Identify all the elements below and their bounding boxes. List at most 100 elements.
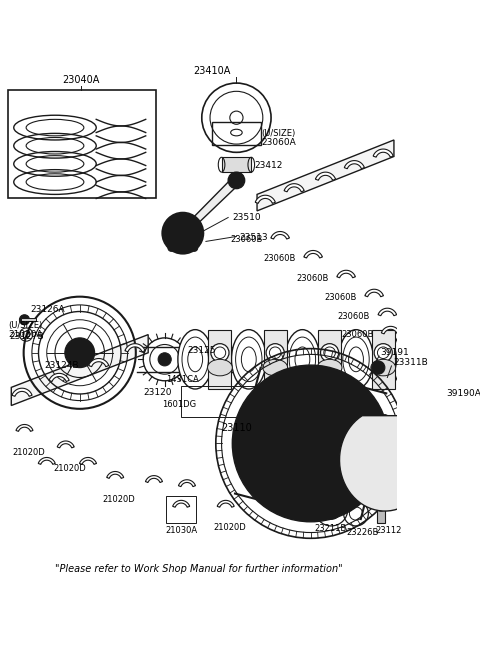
Circle shape (334, 487, 341, 493)
Text: 21020D: 21020D (103, 495, 135, 504)
Circle shape (361, 440, 368, 447)
Ellipse shape (207, 359, 232, 376)
Bar (167, 496, 196, 523)
Polygon shape (12, 388, 32, 396)
Circle shape (254, 440, 260, 447)
Text: 23112: 23112 (375, 526, 401, 535)
Circle shape (334, 394, 341, 400)
Circle shape (278, 391, 289, 403)
Polygon shape (365, 289, 384, 297)
Ellipse shape (321, 344, 339, 362)
Text: 39190A: 39190A (447, 390, 480, 398)
Polygon shape (255, 195, 276, 203)
Text: (U/SIZE): (U/SIZE) (8, 321, 42, 331)
Circle shape (251, 438, 263, 449)
Text: 23412: 23412 (254, 161, 283, 171)
Text: (U/SIZE): (U/SIZE) (261, 129, 295, 138)
Circle shape (65, 338, 95, 367)
Bar (222, 157, 251, 172)
Ellipse shape (392, 330, 427, 389)
Circle shape (381, 415, 389, 423)
Bar (181, 386, 288, 417)
Polygon shape (89, 359, 109, 367)
Polygon shape (339, 416, 430, 511)
Bar (21, 318, 36, 321)
Text: 23110: 23110 (221, 423, 252, 433)
Polygon shape (12, 335, 148, 405)
Bar (377, 505, 385, 523)
Circle shape (354, 428, 416, 491)
Polygon shape (16, 424, 33, 432)
Text: 23513: 23513 (239, 233, 267, 242)
Ellipse shape (317, 359, 342, 376)
Polygon shape (378, 308, 396, 316)
Bar (208, 330, 231, 389)
Circle shape (372, 361, 385, 374)
Ellipse shape (211, 344, 229, 362)
Circle shape (168, 245, 175, 251)
Polygon shape (381, 326, 400, 334)
Text: 23410A: 23410A (193, 66, 230, 77)
Text: 23060B: 23060B (264, 255, 296, 263)
Text: 21020D: 21020D (53, 464, 86, 473)
Circle shape (158, 353, 171, 366)
Ellipse shape (178, 330, 213, 389)
Text: 23510: 23510 (232, 213, 261, 222)
Polygon shape (80, 457, 96, 464)
Polygon shape (57, 441, 74, 448)
Circle shape (278, 484, 289, 496)
Polygon shape (179, 480, 195, 487)
Circle shape (162, 213, 204, 254)
Text: 23124B: 23124B (44, 361, 79, 371)
Polygon shape (257, 140, 394, 211)
Polygon shape (373, 149, 393, 157)
Text: 1601DG: 1601DG (162, 400, 196, 409)
Text: 23060B: 23060B (297, 274, 329, 283)
Text: 23127B: 23127B (10, 332, 44, 340)
Text: 23060B: 23060B (338, 312, 370, 321)
Circle shape (288, 420, 334, 466)
Circle shape (332, 391, 343, 403)
Circle shape (420, 341, 456, 377)
Polygon shape (337, 270, 355, 277)
Circle shape (20, 315, 29, 325)
Polygon shape (38, 457, 55, 464)
Text: 23040A: 23040A (63, 75, 100, 85)
Circle shape (268, 401, 354, 486)
Text: 23060B: 23060B (341, 330, 373, 339)
Circle shape (332, 484, 343, 496)
Polygon shape (49, 373, 69, 382)
Polygon shape (178, 180, 243, 233)
Ellipse shape (374, 344, 392, 362)
Bar (372, 330, 395, 389)
Ellipse shape (266, 344, 284, 362)
Text: 23060A: 23060A (261, 138, 296, 146)
Circle shape (417, 456, 425, 464)
Polygon shape (125, 344, 145, 352)
Circle shape (359, 438, 370, 449)
Circle shape (375, 499, 386, 511)
Circle shape (191, 245, 198, 251)
Text: 21020D: 21020D (213, 523, 246, 533)
Text: 21020A: 21020A (8, 330, 43, 338)
Circle shape (322, 499, 341, 520)
Text: 21020D: 21020D (12, 447, 45, 457)
Text: 39191: 39191 (381, 348, 409, 358)
Bar (212, 122, 261, 145)
Text: 23226B: 23226B (346, 528, 379, 537)
Text: 23060B: 23060B (231, 236, 263, 244)
Circle shape (381, 497, 389, 505)
Circle shape (228, 172, 245, 189)
Text: 23120: 23120 (143, 388, 172, 397)
Text: 23060B: 23060B (324, 293, 357, 302)
Text: "Please refer to Work Shop Manual for further information": "Please refer to Work Shop Manual for fu… (56, 564, 343, 574)
Text: 23126A: 23126A (30, 305, 65, 314)
Polygon shape (173, 501, 190, 507)
Circle shape (355, 485, 363, 493)
Polygon shape (271, 232, 289, 239)
Polygon shape (344, 161, 364, 169)
Circle shape (364, 440, 406, 481)
Circle shape (345, 456, 353, 464)
Ellipse shape (231, 330, 266, 389)
Bar (8, 91, 156, 197)
